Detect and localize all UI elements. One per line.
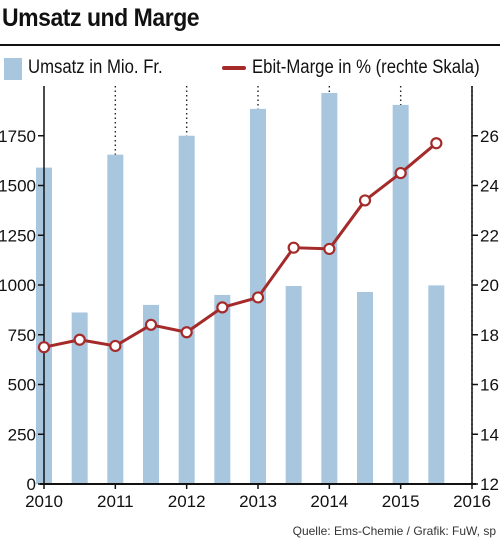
- margin-point-4: [180, 326, 193, 339]
- y-right-tick-label-14: 14: [480, 425, 499, 444]
- y-left-tick-label-1750: 1750: [0, 127, 36, 146]
- y-right-tick-label-24: 24: [480, 177, 499, 196]
- bar-9: [357, 291, 373, 484]
- y-right-tick-label-18: 18: [480, 326, 499, 345]
- x-tick-label-2012: 2012: [168, 492, 206, 511]
- margin-point-3: [144, 318, 158, 331]
- chart-title: Umsatz und Marge: [2, 4, 200, 32]
- bar-2: [107, 154, 124, 484]
- margin-point-10: [394, 166, 407, 180]
- margin-point-5: [216, 301, 229, 314]
- bar-3: [143, 304, 159, 484]
- legend-label-line: Ebit-Marge in % (rechte Skala): [252, 57, 480, 78]
- bar-1: [71, 312, 88, 484]
- x-tick-label-2016: 2016: [453, 492, 491, 511]
- bar-4: [178, 135, 195, 484]
- x-tick-label-2011: 2011: [97, 492, 134, 511]
- y-right-tick-label-22: 22: [480, 226, 499, 245]
- y-left-tick-label-500: 500: [8, 376, 36, 395]
- bar-11: [428, 285, 445, 484]
- x-tick-label-2010: 2010: [25, 492, 63, 511]
- margin-line: [43, 142, 438, 349]
- y-right-tick-label-26: 26: [480, 127, 499, 146]
- y-left-tick-label-250: 250: [8, 425, 36, 444]
- y-left-tick-label-750: 750: [8, 326, 36, 345]
- legend-swatch-bars: [4, 58, 22, 80]
- y-right-tick-label-12: 12: [480, 475, 499, 494]
- margin-point-2: [109, 339, 122, 353]
- y-right-tick-label-20: 20: [480, 276, 499, 295]
- source-note: Quelle: Ems-Chemie / Grafik: FuW, sp: [292, 524, 496, 538]
- margin-point-8: [323, 242, 336, 256]
- y-left-tick-label-1500: 1500: [0, 177, 36, 196]
- y-left-tick-label-1250: 1250: [0, 226, 36, 245]
- y-left-tick-label-1000: 1000: [0, 276, 36, 295]
- x-tick-label-2013: 2013: [239, 492, 277, 511]
- bar-8: [321, 92, 338, 484]
- margin-point-9: [358, 194, 372, 207]
- margin-point-11: [430, 137, 443, 150]
- x-tick-label-2015: 2015: [382, 492, 420, 511]
- legend-swatch-line: [222, 66, 246, 70]
- legend: Umsatz in Mio. Fr. Ebit-Marge in % (rech…: [0, 54, 500, 84]
- bar-10: [392, 104, 409, 484]
- margin-point-1: [73, 333, 86, 346]
- x-tick-label-2014: 2014: [310, 492, 348, 511]
- y-right-tick-label-16: 16: [480, 376, 499, 395]
- margin-point-0: [37, 341, 51, 354]
- bar-5: [214, 294, 231, 484]
- bar-7: [285, 285, 302, 484]
- y-left-tick-label-0: 0: [27, 475, 36, 494]
- title-divider: [0, 44, 500, 46]
- legend-label-bars: Umsatz in Mio. Fr.: [28, 57, 163, 78]
- margin-point-6: [251, 291, 265, 304]
- margin-point-7: [287, 241, 300, 254]
